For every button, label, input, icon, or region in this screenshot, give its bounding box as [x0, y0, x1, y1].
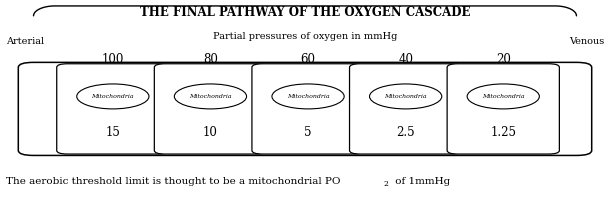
Text: Mitochondria: Mitochondria — [92, 94, 134, 99]
FancyBboxPatch shape — [350, 64, 462, 154]
Text: Partial pressures of oxygen in mmHg: Partial pressures of oxygen in mmHg — [213, 32, 397, 41]
Text: 80: 80 — [203, 53, 218, 67]
Text: of 1mmHg: of 1mmHg — [392, 177, 450, 186]
FancyBboxPatch shape — [447, 64, 559, 154]
Text: 40: 40 — [398, 53, 413, 67]
FancyBboxPatch shape — [252, 64, 364, 154]
Text: Mitochondria: Mitochondria — [189, 94, 232, 99]
Text: THE FINAL PATHWAY OF THE OXYGEN CASCADE: THE FINAL PATHWAY OF THE OXYGEN CASCADE — [140, 6, 470, 19]
FancyBboxPatch shape — [57, 64, 169, 154]
FancyBboxPatch shape — [154, 64, 267, 154]
Ellipse shape — [467, 84, 539, 109]
Text: 100: 100 — [102, 53, 124, 67]
Text: 2.5: 2.5 — [396, 126, 415, 139]
Text: Mitochondria: Mitochondria — [287, 94, 329, 99]
Text: 1.25: 1.25 — [490, 126, 516, 139]
Text: 2: 2 — [384, 180, 389, 188]
Text: Mitochondria: Mitochondria — [482, 94, 525, 99]
Ellipse shape — [174, 84, 246, 109]
Text: 15: 15 — [106, 126, 120, 139]
Ellipse shape — [272, 84, 344, 109]
Text: Arterial: Arterial — [6, 37, 45, 46]
Ellipse shape — [77, 84, 149, 109]
Text: 10: 10 — [203, 126, 218, 139]
FancyBboxPatch shape — [18, 62, 592, 155]
Text: The aerobic threshold limit is thought to be a mitochondrial PO: The aerobic threshold limit is thought t… — [6, 177, 340, 186]
Ellipse shape — [370, 84, 442, 109]
Text: 5: 5 — [304, 126, 312, 139]
Text: 60: 60 — [301, 53, 315, 67]
Text: 20: 20 — [496, 53, 511, 67]
Text: Venous: Venous — [569, 37, 604, 46]
Text: Mitochondria: Mitochondria — [384, 94, 427, 99]
